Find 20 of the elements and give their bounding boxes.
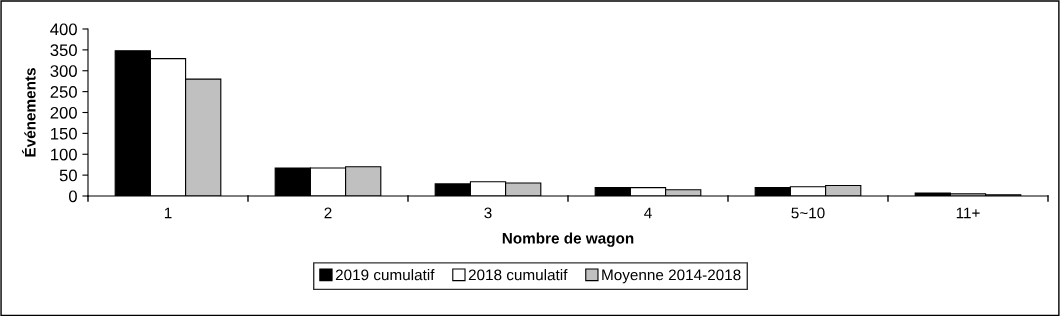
y-tick-label: 400	[50, 23, 77, 36]
y-tick-label: 250	[50, 86, 77, 98]
y-tick-label: 150	[51, 127, 77, 140]
y-tick-label: 200	[50, 106, 77, 119]
y-tick-label: 50	[59, 169, 77, 182]
x-tick-label: 3	[484, 207, 492, 219]
x-tick-label: 4	[644, 207, 652, 219]
y-tick-label: 350	[50, 44, 77, 57]
x-axis-title: Nombre de wagon	[502, 232, 634, 247]
legend-label: Moyenne 2014-2018	[602, 269, 741, 284]
y-tick-label: 300	[50, 65, 77, 77]
y-tick-label: 100	[51, 148, 77, 161]
x-tick-label: 1	[164, 207, 172, 219]
x-tick-label: 2	[324, 207, 332, 219]
legend-label: 2019 cumulatif	[335, 269, 435, 281]
x-tick-label: 5~10	[791, 207, 825, 219]
y-tick-label: 0	[68, 190, 77, 203]
x-tick-label: 11+	[956, 207, 980, 219]
y-axis-title: Événements	[21, 68, 36, 157]
legend-label: 2018 cumulatif	[468, 269, 568, 281]
